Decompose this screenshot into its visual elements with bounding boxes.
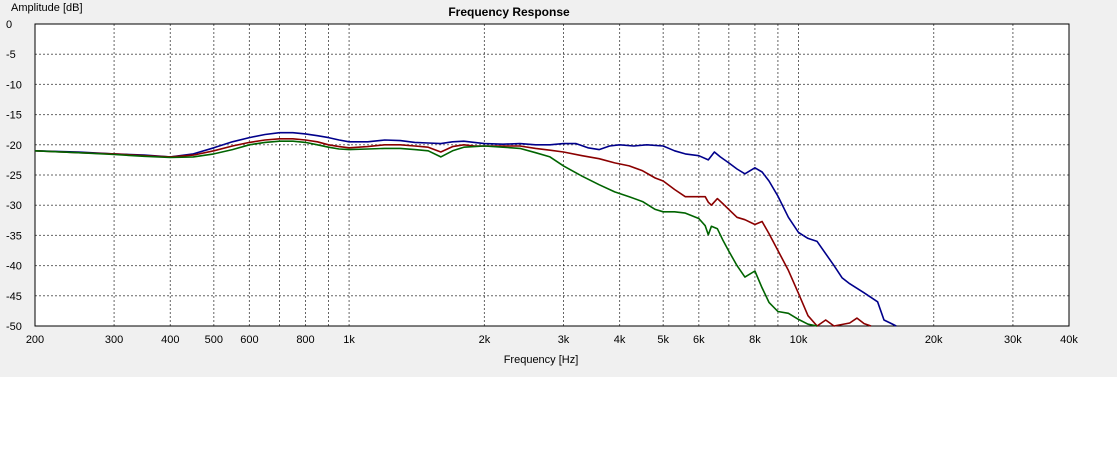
y-tick-label: 0 — [6, 19, 12, 31]
x-tick-label: 8k — [749, 334, 761, 346]
chart-panel: Frequency Response Amplitude [dB] Freque… — [0, 0, 1117, 377]
y-tick-label: -25 — [6, 170, 22, 182]
x-tick-label: 40k — [1060, 334, 1078, 346]
x-tick-label: 200 — [26, 334, 44, 346]
y-tick-label: -30 — [6, 200, 22, 212]
series-line-2 — [34, 138, 872, 327]
x-tick-label: 20k — [925, 334, 943, 346]
x-tick-label: 300 — [105, 334, 123, 346]
x-tick-label: 1k — [343, 334, 355, 346]
x-tick-label: 30k — [1004, 334, 1022, 346]
x-tick-label: 500 — [205, 334, 223, 346]
x-tick-label: 5k — [657, 334, 669, 346]
x-tick-label: 600 — [240, 334, 258, 346]
grid-layer — [34, 23, 1070, 327]
frequency-response-chart: Frequency Response Amplitude [dB] Freque… — [6, 2, 1078, 366]
y-tick-label: -50 — [6, 321, 22, 333]
y-tick-label: -35 — [6, 230, 22, 242]
series-layer — [34, 131, 897, 327]
x-tick-label: 3k — [558, 334, 570, 346]
y-tick-label: -10 — [6, 79, 22, 91]
chart-title: Frequency Response — [448, 5, 570, 19]
x-tick-label: 4k — [614, 334, 626, 346]
y-tick-label: -20 — [6, 140, 22, 152]
series-line-3 — [34, 140, 818, 327]
tick-label-layer: 200 300 400 500 600 800 1k 2k 3k 4k 5k 6k 8k 10k 20k 30… — [6, 19, 1078, 346]
x-tick-label: 800 — [296, 334, 314, 346]
y-tick-label: -45 — [6, 291, 22, 303]
y-axis-title: Amplitude [dB] — [11, 2, 83, 14]
x-tick-label: 6k — [693, 334, 705, 346]
x-tick-label: 2k — [479, 334, 491, 346]
x-axis-title: Frequency [Hz] — [504, 354, 579, 366]
series-line-1 — [34, 131, 897, 327]
y-tick-label: -15 — [6, 110, 22, 122]
x-tick-label: 400 — [161, 334, 179, 346]
y-tick-label: -40 — [6, 261, 22, 273]
x-tick-label: 10k — [790, 334, 808, 346]
y-tick-label: -5 — [6, 49, 16, 61]
